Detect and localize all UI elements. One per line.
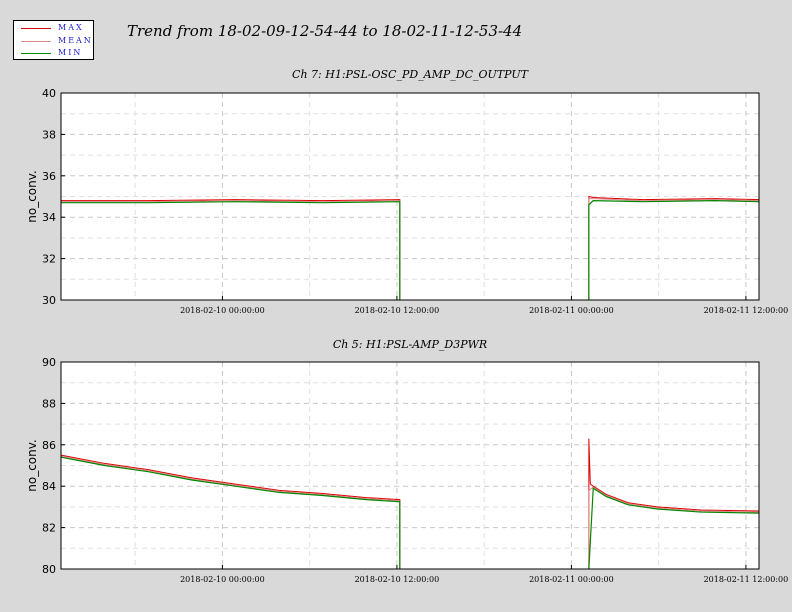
plot-area bbox=[61, 362, 759, 569]
legend-item-max: MAX bbox=[14, 22, 93, 34]
y-axis-label: no_conv. bbox=[25, 170, 39, 222]
series-line-min bbox=[60, 456, 401, 569]
x-tick-label: 2018-02-10 00:00:00 bbox=[180, 575, 265, 584]
legend-label-mean: MEAN bbox=[58, 36, 93, 45]
main-title: Trend from 18-02-09-12-54-44 to 18-02-11… bbox=[127, 22, 523, 40]
y-tick-label: 36 bbox=[42, 170, 56, 183]
y-tick-label: 82 bbox=[42, 522, 56, 535]
y-tick-label: 84 bbox=[42, 480, 56, 493]
series-line-max bbox=[60, 454, 401, 569]
series-line-mean bbox=[588, 486, 760, 569]
series-line-max bbox=[588, 438, 760, 569]
y-tick-label: 88 bbox=[42, 397, 56, 410]
series-line-min bbox=[588, 200, 760, 300]
x-tick-label: 2018-02-11 12:00:00 bbox=[704, 575, 789, 584]
y-tick-label: 40 bbox=[42, 87, 56, 100]
y-tick-label: 30 bbox=[42, 294, 56, 307]
y-tick-label: 86 bbox=[42, 439, 56, 452]
x-tick-label: 2018-02-10 12:00:00 bbox=[355, 575, 440, 584]
y-tick-label: 80 bbox=[42, 563, 56, 576]
series-line-min bbox=[61, 201, 401, 300]
legend-swatch-max bbox=[21, 28, 51, 29]
plot-frame bbox=[60, 92, 760, 301]
legend: MAX MEAN MIN bbox=[13, 20, 94, 60]
y-tick-label: 90 bbox=[42, 356, 56, 369]
y-tick-label: 38 bbox=[42, 128, 56, 141]
x-tick-label: 2018-02-11 00:00:00 bbox=[529, 306, 614, 315]
legend-label-min: MIN bbox=[58, 48, 83, 57]
y-axis-label: no_conv. bbox=[25, 439, 39, 491]
legend-swatch-min bbox=[21, 53, 51, 54]
panel-2-title: Ch 5: H1:PSL-AMP_D3PWR bbox=[332, 338, 488, 351]
y-tick-label: 34 bbox=[42, 211, 56, 224]
legend-label-max: MAX bbox=[58, 23, 84, 32]
series-line-mean bbox=[61, 200, 400, 203]
x-tick-label: 2018-02-10 12:00:00 bbox=[355, 306, 440, 315]
panel-1-title: Ch 7: H1:PSL-OSC_PD_AMP_DC_OUTPUT bbox=[292, 68, 528, 81]
x-tick-label: 2018-02-10 00:00:00 bbox=[180, 306, 265, 315]
legend-item-min: MIN bbox=[14, 47, 93, 59]
x-tick-label: 2018-02-11 00:00:00 bbox=[529, 575, 614, 584]
legend-swatch-mean bbox=[21, 41, 51, 42]
y-tick-label: 32 bbox=[42, 253, 56, 266]
legend-item-mean: MEAN bbox=[14, 35, 93, 47]
plot-frame bbox=[60, 361, 760, 570]
x-tick-label: 2018-02-11 12:00:00 bbox=[704, 306, 789, 315]
series-line-mean bbox=[60, 455, 400, 502]
plot-area bbox=[61, 93, 759, 300]
series-line-min bbox=[588, 487, 760, 570]
